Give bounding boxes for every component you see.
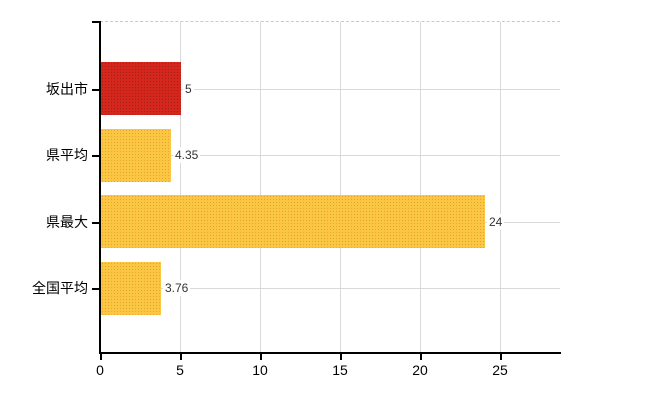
x-gridline [500, 22, 501, 352]
x-tick-label: 25 [492, 362, 508, 378]
x-axis-tick [260, 353, 262, 360]
bar [101, 262, 161, 315]
value-label: 24 [487, 214, 505, 230]
x-axis-tick [340, 353, 342, 360]
plot-top-border [100, 21, 560, 22]
x-axis-line [99, 352, 561, 354]
x-tick-label: 20 [412, 362, 428, 378]
bar [101, 195, 485, 248]
row-gridline [100, 288, 560, 289]
y-axis-top-tick [92, 21, 100, 23]
x-gridline [180, 22, 181, 352]
row-gridline [100, 155, 560, 156]
value-label: 5 [183, 81, 194, 97]
category-label: 県最大 [46, 214, 88, 230]
category-label: 全国平均 [32, 280, 88, 296]
bar [101, 62, 181, 115]
x-axis-tick [100, 353, 102, 360]
category-label: 県平均 [46, 147, 88, 163]
x-tick-label: 15 [332, 362, 348, 378]
y-axis-tick [92, 222, 100, 224]
bar [101, 129, 171, 182]
x-tick-label: 5 [176, 362, 184, 378]
y-axis-line [99, 21, 101, 352]
x-gridline [340, 22, 341, 352]
y-axis-tick [92, 89, 100, 91]
x-axis-tick [420, 353, 422, 360]
category-label: 坂出市 [46, 81, 88, 97]
y-axis-tick [92, 288, 100, 290]
value-label: 3.76 [163, 280, 191, 296]
x-tick-label: 0 [96, 362, 104, 378]
x-gridline [260, 22, 261, 352]
x-gridline [420, 22, 421, 352]
row-gridline [100, 89, 560, 90]
value-label: 4.35 [173, 147, 201, 163]
x-axis-tick [180, 353, 182, 360]
x-tick-label: 10 [252, 362, 268, 378]
y-axis-tick [92, 155, 100, 157]
x-axis-tick [500, 353, 502, 360]
